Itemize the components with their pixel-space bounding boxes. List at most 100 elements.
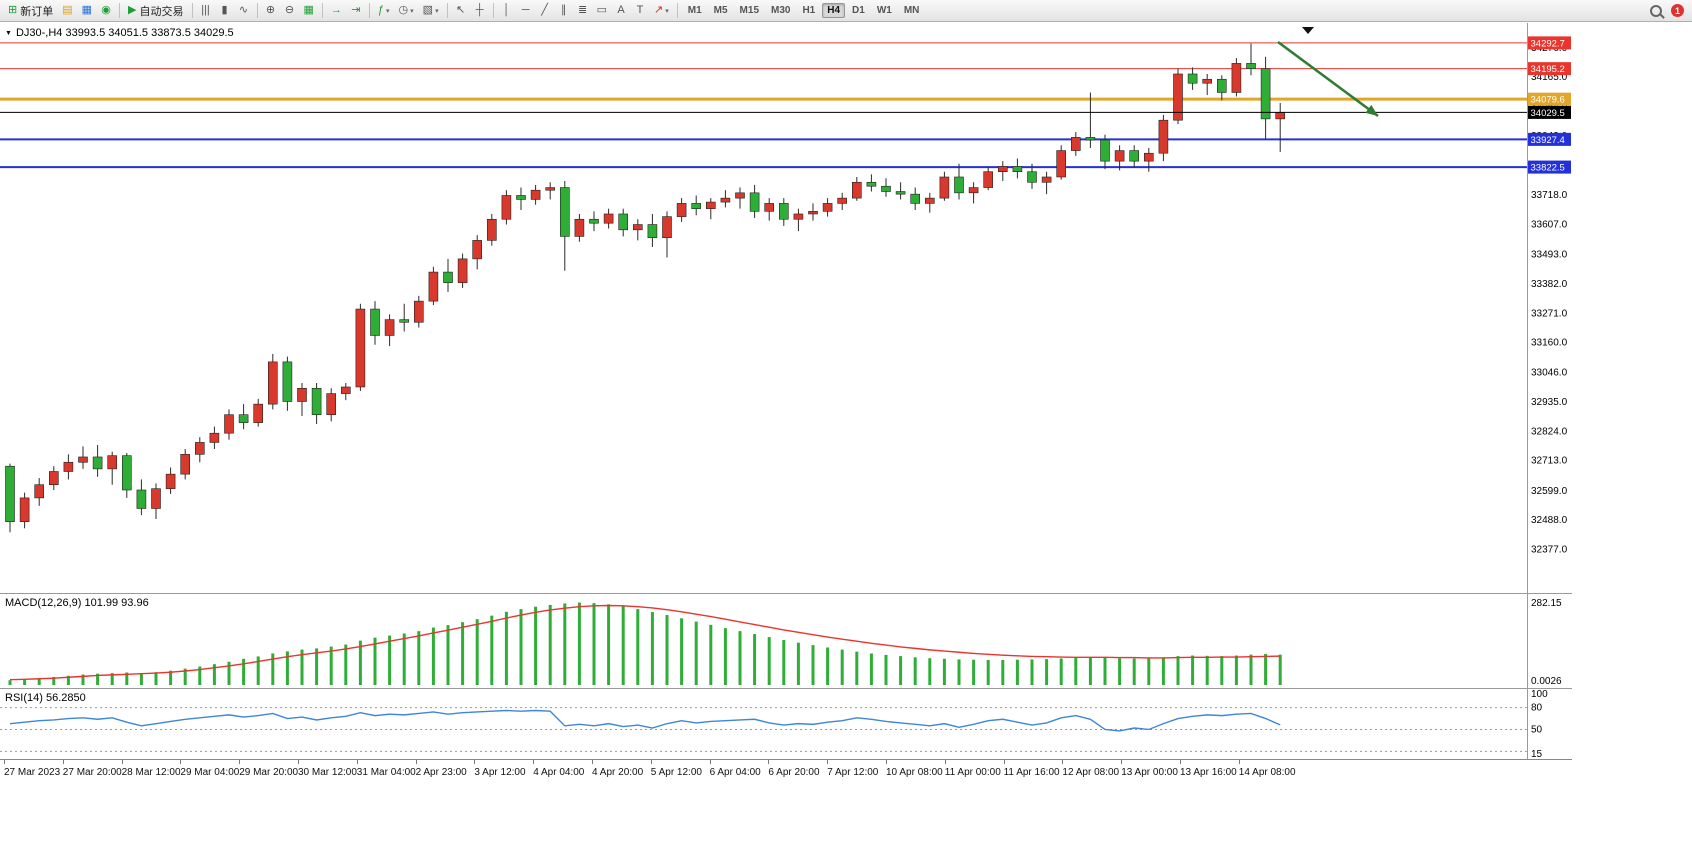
candle-body[interactable] — [1041, 176, 1052, 183]
new-chart-button[interactable]: ▦ — [78, 2, 96, 20]
candle-body[interactable] — [282, 361, 293, 402]
candle-body[interactable] — [78, 456, 88, 463]
tab-timeframe-D1[interactable]: D1 — [847, 3, 870, 18]
candle-body[interactable] — [107, 455, 117, 470]
candle-body[interactable] — [457, 258, 468, 283]
candle-body[interactable] — [559, 187, 570, 237]
candle-body[interactable] — [749, 192, 760, 212]
candle-body[interactable] — [997, 166, 1008, 173]
candle-body[interactable] — [340, 386, 351, 394]
candle-body[interactable] — [603, 213, 614, 224]
down-triangle-marker[interactable] — [1302, 27, 1314, 34]
candle-body[interactable] — [1158, 119, 1169, 154]
candle-body[interactable] — [881, 185, 891, 192]
candle-body[interactable] — [939, 176, 950, 199]
candle-body[interactable] — [253, 403, 263, 423]
candle-body[interactable] — [486, 218, 497, 241]
candle-body[interactable] — [297, 387, 307, 402]
candle-body[interactable] — [924, 197, 935, 204]
zoom-out-button[interactable]: ⊖ — [281, 2, 299, 20]
candle-body[interactable] — [384, 319, 395, 336]
main-chart-panel[interactable]: 34276.034165.034054.033943.033832.033718… — [0, 23, 1572, 593]
tab-timeframe-W1[interactable]: W1 — [872, 3, 897, 18]
candle-body[interactable] — [1202, 78, 1212, 84]
time-axis[interactable]: 27 Mar 2023 27 Mar 20:00 28 Mar 12:00 29 Ma… — [0, 759, 1572, 786]
candlestick-chart-button[interactable]: ▮ — [216, 2, 234, 20]
candle-body[interactable] — [1231, 63, 1242, 93]
horizontal-line-button[interactable]: ─ — [517, 2, 535, 20]
candle-body[interactable] — [1114, 150, 1125, 162]
panel-splitter[interactable] — [0, 593, 1572, 594]
autotrading-button[interactable]: ▶ 自动交易 — [124, 2, 187, 20]
candle-body[interactable] — [866, 181, 877, 187]
panel-splitter[interactable] — [0, 688, 1572, 689]
tab-timeframe-M15[interactable]: M15 — [735, 3, 764, 18]
candle-body[interactable] — [195, 442, 205, 455]
candle-body[interactable] — [355, 308, 366, 388]
auto-scroll-button[interactable]: → — [327, 2, 346, 20]
cursor-button[interactable]: ↖ — [452, 2, 470, 20]
candle-body[interactable] — [180, 454, 190, 475]
arrows-button[interactable]: ↗ ▾ — [650, 2, 673, 20]
community-button[interactable]: ◉ — [97, 2, 115, 20]
candle-body[interactable] — [632, 224, 643, 231]
crosshair-button[interactable]: ┼ — [471, 2, 489, 20]
tab-timeframe-M30[interactable]: M30 — [766, 3, 795, 18]
text-label-button[interactable]: T — [631, 2, 649, 20]
candle-body[interactable] — [1275, 112, 1285, 120]
templates-button[interactable]: ▧ ▾ — [419, 2, 443, 20]
shapes-button[interactable]: ▭ — [593, 2, 611, 20]
candle-body[interactable] — [837, 197, 848, 204]
tile-windows-button[interactable]: ▦ — [300, 2, 318, 20]
candle-body[interactable] — [399, 319, 410, 323]
search-button[interactable] — [1646, 2, 1666, 20]
candle-body[interactable] — [1217, 78, 1227, 93]
candle-body[interactable] — [1144, 152, 1154, 162]
tab-timeframe-H1[interactable]: H1 — [797, 3, 820, 18]
candle-body[interactable] — [676, 203, 687, 217]
candle-body[interactable] — [778, 203, 789, 220]
candle-body[interactable] — [691, 203, 702, 209]
candle-body[interactable] — [413, 300, 424, 323]
fibonacci-button[interactable]: ≣ — [574, 2, 592, 20]
periods-button[interactable]: ◷ ▾ — [395, 2, 418, 20]
candle-body[interactable] — [311, 387, 322, 416]
candle-body[interactable] — [92, 456, 103, 470]
candle-body[interactable] — [267, 361, 278, 405]
candle-body[interactable] — [136, 489, 147, 509]
candle-body[interactable] — [589, 218, 599, 224]
profiles-button[interactable]: ▤ — [58, 2, 76, 20]
candle-body[interactable] — [822, 203, 833, 212]
candle-body[interactable] — [618, 213, 629, 231]
line-chart-button[interactable]: ∿ — [235, 2, 253, 20]
trendline-button[interactable]: ╱ — [536, 2, 554, 20]
candle-body[interactable] — [1260, 68, 1271, 120]
candle-body[interactable] — [808, 211, 818, 215]
candle-body[interactable] — [34, 484, 45, 499]
candle-body[interactable] — [1085, 137, 1096, 141]
candle-body[interactable] — [545, 187, 556, 191]
candle-body[interactable] — [122, 455, 132, 491]
candle-body[interactable] — [1027, 171, 1037, 183]
candle-body[interactable] — [472, 240, 483, 260]
candle-body[interactable] — [151, 488, 161, 509]
candle-body[interactable] — [1012, 166, 1023, 173]
candle-body[interactable] — [954, 176, 964, 194]
candle-body[interactable] — [851, 181, 862, 199]
bar-chart-button[interactable]: ||| — [197, 2, 215, 20]
rsi-panel[interactable]: 100 80 50 15 — [0, 689, 1572, 759]
tab-timeframe-H4[interactable]: H4 — [822, 3, 846, 18]
candle-body[interactable] — [735, 192, 745, 199]
candle-body[interactable] — [428, 271, 439, 302]
candle-body[interactable] — [443, 271, 453, 283]
text-button[interactable]: A — [612, 2, 630, 20]
candle-body[interactable] — [370, 308, 380, 336]
new-order-button[interactable]: ⊞ 新订单 — [4, 2, 57, 20]
trend-arrow-annotation[interactable] — [1277, 40, 1379, 118]
candle-body[interactable] — [793, 213, 804, 220]
notification-badge[interactable]: 1 — [1671, 4, 1684, 17]
candle-body[interactable] — [1100, 139, 1110, 162]
candle-body[interactable] — [968, 187, 979, 194]
candle-body[interactable] — [1071, 137, 1081, 151]
channel-button[interactable]: ∥ — [555, 2, 573, 20]
